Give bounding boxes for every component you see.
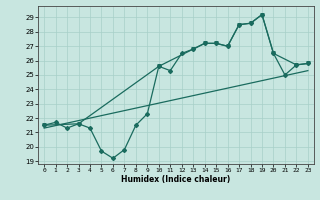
X-axis label: Humidex (Indice chaleur): Humidex (Indice chaleur) [121,175,231,184]
